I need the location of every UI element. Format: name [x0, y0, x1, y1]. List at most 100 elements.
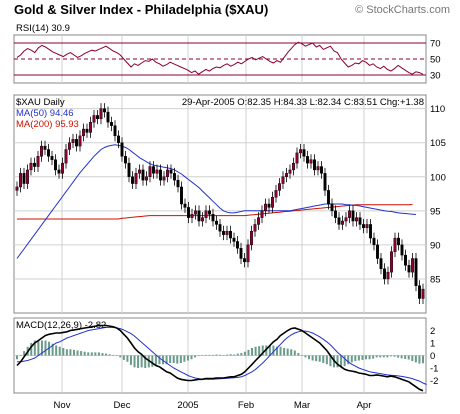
- candle-body: [148, 166, 152, 177]
- histogram-bar: [108, 354, 111, 356]
- histogram-bar: [169, 355, 172, 363]
- candle-body: [130, 176, 134, 184]
- histogram-bar: [261, 345, 264, 356]
- candle-body: [355, 217, 359, 222]
- candle-body: [193, 210, 197, 215]
- candle-body: [78, 135, 82, 147]
- histogram-bar: [122, 355, 125, 360]
- candle-body: [172, 173, 176, 181]
- macd-line: [16, 324, 424, 392]
- candle-body: [390, 251, 394, 273]
- ma50-label: MA(50) 94.46: [16, 108, 74, 119]
- candle-body: [386, 271, 390, 280]
- histogram-bar: [19, 355, 22, 356]
- rsi-tick-label: 30: [430, 71, 441, 82]
- candle-body: [54, 159, 58, 171]
- histogram-bar: [126, 355, 129, 362]
- candle-body: [36, 156, 40, 167]
- ma200-line: [17, 204, 413, 220]
- candle-body: [85, 128, 89, 133]
- candle-body: [74, 139, 78, 147]
- candle-body: [239, 248, 243, 259]
- histogram-bar: [90, 352, 93, 356]
- rsi-label: RSI(14) 30.9: [16, 23, 70, 34]
- candle-body: [295, 152, 299, 164]
- macd-tick-label: 1: [430, 339, 435, 350]
- ma50-line: [16, 144, 417, 259]
- candle-body: [137, 169, 141, 174]
- candle-body: [113, 125, 117, 137]
- histogram-bar: [16, 355, 18, 360]
- candle-body: [33, 162, 37, 167]
- histogram-bar: [204, 354, 207, 356]
- candle-body: [26, 169, 30, 184]
- candle-body: [40, 145, 44, 157]
- candle-body: [407, 265, 411, 273]
- candle-body: [116, 135, 120, 143]
- candle-body: [306, 156, 310, 164]
- histogram-bar: [286, 348, 289, 356]
- candle-body: [302, 149, 306, 157]
- candle-body: [281, 176, 285, 184]
- x-tick-label: 2005: [177, 400, 198, 411]
- candle-body: [186, 207, 190, 218]
- histogram-bar: [236, 353, 239, 356]
- histogram-bar: [194, 355, 197, 358]
- histogram-bar: [422, 355, 424, 364]
- candle-body: [271, 196, 275, 208]
- histogram-bar: [393, 355, 396, 357]
- histogram-bar: [275, 346, 278, 356]
- candle-body: [327, 190, 331, 205]
- macd-tick-label: -1: [430, 364, 438, 375]
- histogram-bar: [69, 349, 72, 356]
- x-tick-label: Mar: [294, 400, 310, 411]
- histogram-bar: [215, 354, 218, 356]
- candle-body: [369, 224, 373, 239]
- histogram-bar: [158, 355, 161, 365]
- candle-body: [200, 217, 204, 222]
- histogram-bar: [283, 348, 286, 356]
- macd-tick-label: -2: [430, 376, 438, 387]
- candle-body: [71, 139, 75, 143]
- candles: [15, 103, 425, 304]
- price-tick-label: 100: [430, 172, 446, 183]
- candle-body: [221, 231, 225, 235]
- histogram-bar: [361, 355, 364, 360]
- histogram-bar: [340, 355, 343, 367]
- candle-body: [383, 268, 387, 280]
- histogram-bar: [97, 352, 100, 356]
- histogram-bar: [30, 343, 33, 356]
- x-tick-label: Dec: [114, 400, 131, 411]
- candle-body: [162, 176, 166, 181]
- rsi-tick-label: 50: [430, 55, 441, 66]
- candle-body: [400, 244, 404, 256]
- histogram-bar: [343, 355, 346, 367]
- candle-body: [334, 210, 338, 218]
- histogram-bar: [129, 355, 132, 365]
- candle-body: [362, 224, 366, 229]
- candle-body: [123, 156, 127, 164]
- histogram-bar: [311, 355, 314, 361]
- macd-tick-label: 2: [430, 326, 435, 337]
- histogram-bar: [140, 355, 143, 368]
- histogram-bar: [233, 354, 236, 356]
- histogram-bar: [162, 355, 165, 365]
- price-tick-label: 85: [430, 274, 441, 285]
- histogram-bar: [40, 340, 43, 356]
- histogram-bar: [400, 355, 403, 359]
- histogram-bar: [279, 346, 282, 356]
- candle-body: [421, 288, 425, 299]
- rsi-panel: 70 50 30 RSI(14) 30.9: [13, 23, 441, 84]
- candle-body: [207, 210, 211, 215]
- histogram-bar: [350, 355, 353, 363]
- histogram-bar: [365, 355, 368, 360]
- candle-body: [64, 149, 68, 164]
- price-tick-label: 105: [430, 138, 446, 149]
- price-panel: 110 105 100 95 90 85 $XAU Daily 29-Apr-2005 O:8…: [13, 94, 446, 314]
- histogram-bar: [290, 349, 293, 356]
- candle-body: [249, 231, 253, 246]
- macd-label: MACD(12,26,9) -2.82: [16, 320, 106, 331]
- candle-body: [102, 108, 106, 113]
- ma200-label: MA(200) 95.93: [16, 119, 79, 130]
- candle-body: [253, 224, 257, 232]
